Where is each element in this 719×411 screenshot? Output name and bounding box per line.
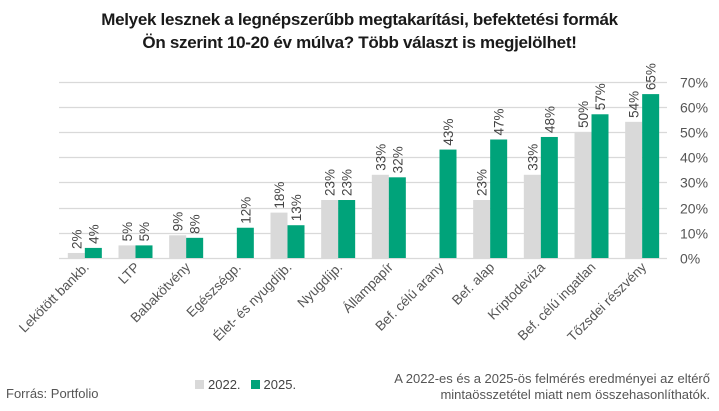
footnote: A 2022-es és a 2025-ös felmérés eredmény… (394, 371, 710, 403)
x-tick-label: Lekötött bankb. (16, 260, 92, 336)
bar-2022 (523, 174, 541, 258)
y-tick-label: 10% (680, 226, 708, 242)
bar-2025 (135, 245, 153, 258)
legend-label-2022: 2022. (208, 377, 241, 392)
y-tick-label: 40% (680, 150, 708, 166)
bar-value-label: 8% (188, 214, 203, 234)
bar-value-label: 23% (340, 169, 355, 196)
legend-swatch-2022 (195, 380, 204, 389)
bar-value-label: 5% (137, 222, 152, 242)
bar-value-label: 57% (593, 83, 608, 110)
x-tick-label: Bef. alap (449, 260, 497, 308)
bar-2022 (118, 245, 136, 258)
bar-2025 (591, 114, 609, 259)
bar-2025 (540, 136, 558, 258)
bars (67, 94, 660, 259)
bar-value-label: 2% (69, 229, 84, 249)
bar-2025 (388, 177, 406, 258)
chart-title-line-1: Melyek lesznek a legnépszerűbb megtakarí… (101, 10, 618, 29)
bar-value-label: 47% (492, 108, 507, 135)
bar-value-label: 50% (576, 101, 591, 128)
bar-value-label: 9% (171, 212, 186, 232)
bar-value-label: 18% (272, 182, 287, 209)
y-tick-label: 50% (680, 125, 708, 141)
y-tick-label: 30% (680, 175, 708, 191)
bar-2022 (67, 252, 85, 258)
bar-2025 (236, 227, 254, 258)
legend-label-2025: 2025. (263, 377, 297, 392)
legend-item-2025: 2025. (250, 377, 297, 392)
bar-value-label: 33% (525, 144, 540, 171)
y-tick-label: 20% (680, 201, 708, 217)
bar-2022 (270, 212, 288, 258)
y-axis-ticks: 0% 10% 20% 30% 40% 50% 60% 70% (680, 75, 708, 267)
bar-2022 (574, 131, 592, 258)
bar-value-label: 23% (475, 169, 490, 196)
bar-value-label: 23% (323, 169, 338, 196)
bar-2022 (371, 174, 389, 258)
bar-value-label: 32% (390, 146, 405, 173)
y-tick-label: 70% (680, 75, 708, 91)
bar-value-label: 54% (627, 91, 642, 118)
bar-value-label: 4% (86, 224, 101, 244)
legend-swatch-2025 (250, 380, 260, 389)
bar-2025 (287, 225, 305, 258)
y-tick-label: 60% (680, 100, 708, 116)
bar-value-label: 13% (289, 194, 304, 221)
gridlines (59, 81, 667, 260)
bar-value-label: 5% (120, 222, 135, 242)
bar-2025 (642, 94, 660, 258)
bar-2022 (321, 200, 339, 258)
x-axis-labels: Lekötött bankb. LTPBabakötvényEgészségp.É… (16, 259, 649, 344)
source-label: Forrás: Portfolio (6, 386, 99, 401)
bar-value-labels: 2% 4% 5% 5%9% 8%12%18% 13%23% 23%33% 32%43%23%4… (69, 63, 658, 249)
bar-2025 (490, 139, 508, 258)
footnote-line-1: A 2022-es és a 2025-ös felmérés eredmény… (394, 371, 710, 386)
y-tick-label: 0% (680, 251, 700, 267)
bar-value-label: 48% (542, 106, 557, 133)
bar-2025 (439, 149, 457, 258)
footnote-line-2: mintaösszetétel miatt nem összehasonlíth… (440, 387, 710, 402)
bar-2025 (186, 237, 204, 258)
x-tick-label: LTP (115, 260, 142, 287)
x-tick-label: Nyugdíjp. (294, 260, 345, 311)
legend-item-2022: 2022. (195, 377, 241, 392)
bar-value-label: 12% (238, 197, 253, 224)
bar-value-label: 43% (441, 119, 456, 146)
bar-2025 (84, 247, 102, 258)
bar-2022 (169, 235, 187, 258)
legend: 2022. 2025. (195, 377, 306, 392)
bar-value-label: 65% (644, 63, 659, 90)
chart-title: Melyek lesznek a legnépszerűbb megtakarí… (0, 8, 719, 54)
chart-title-line-2: Ön szerint 10-20 év múlva? Több választ … (142, 33, 577, 52)
bar-2022 (625, 121, 643, 258)
bar-value-label: 33% (373, 144, 388, 171)
bar-2025 (338, 200, 356, 258)
bar-2022 (473, 200, 491, 258)
